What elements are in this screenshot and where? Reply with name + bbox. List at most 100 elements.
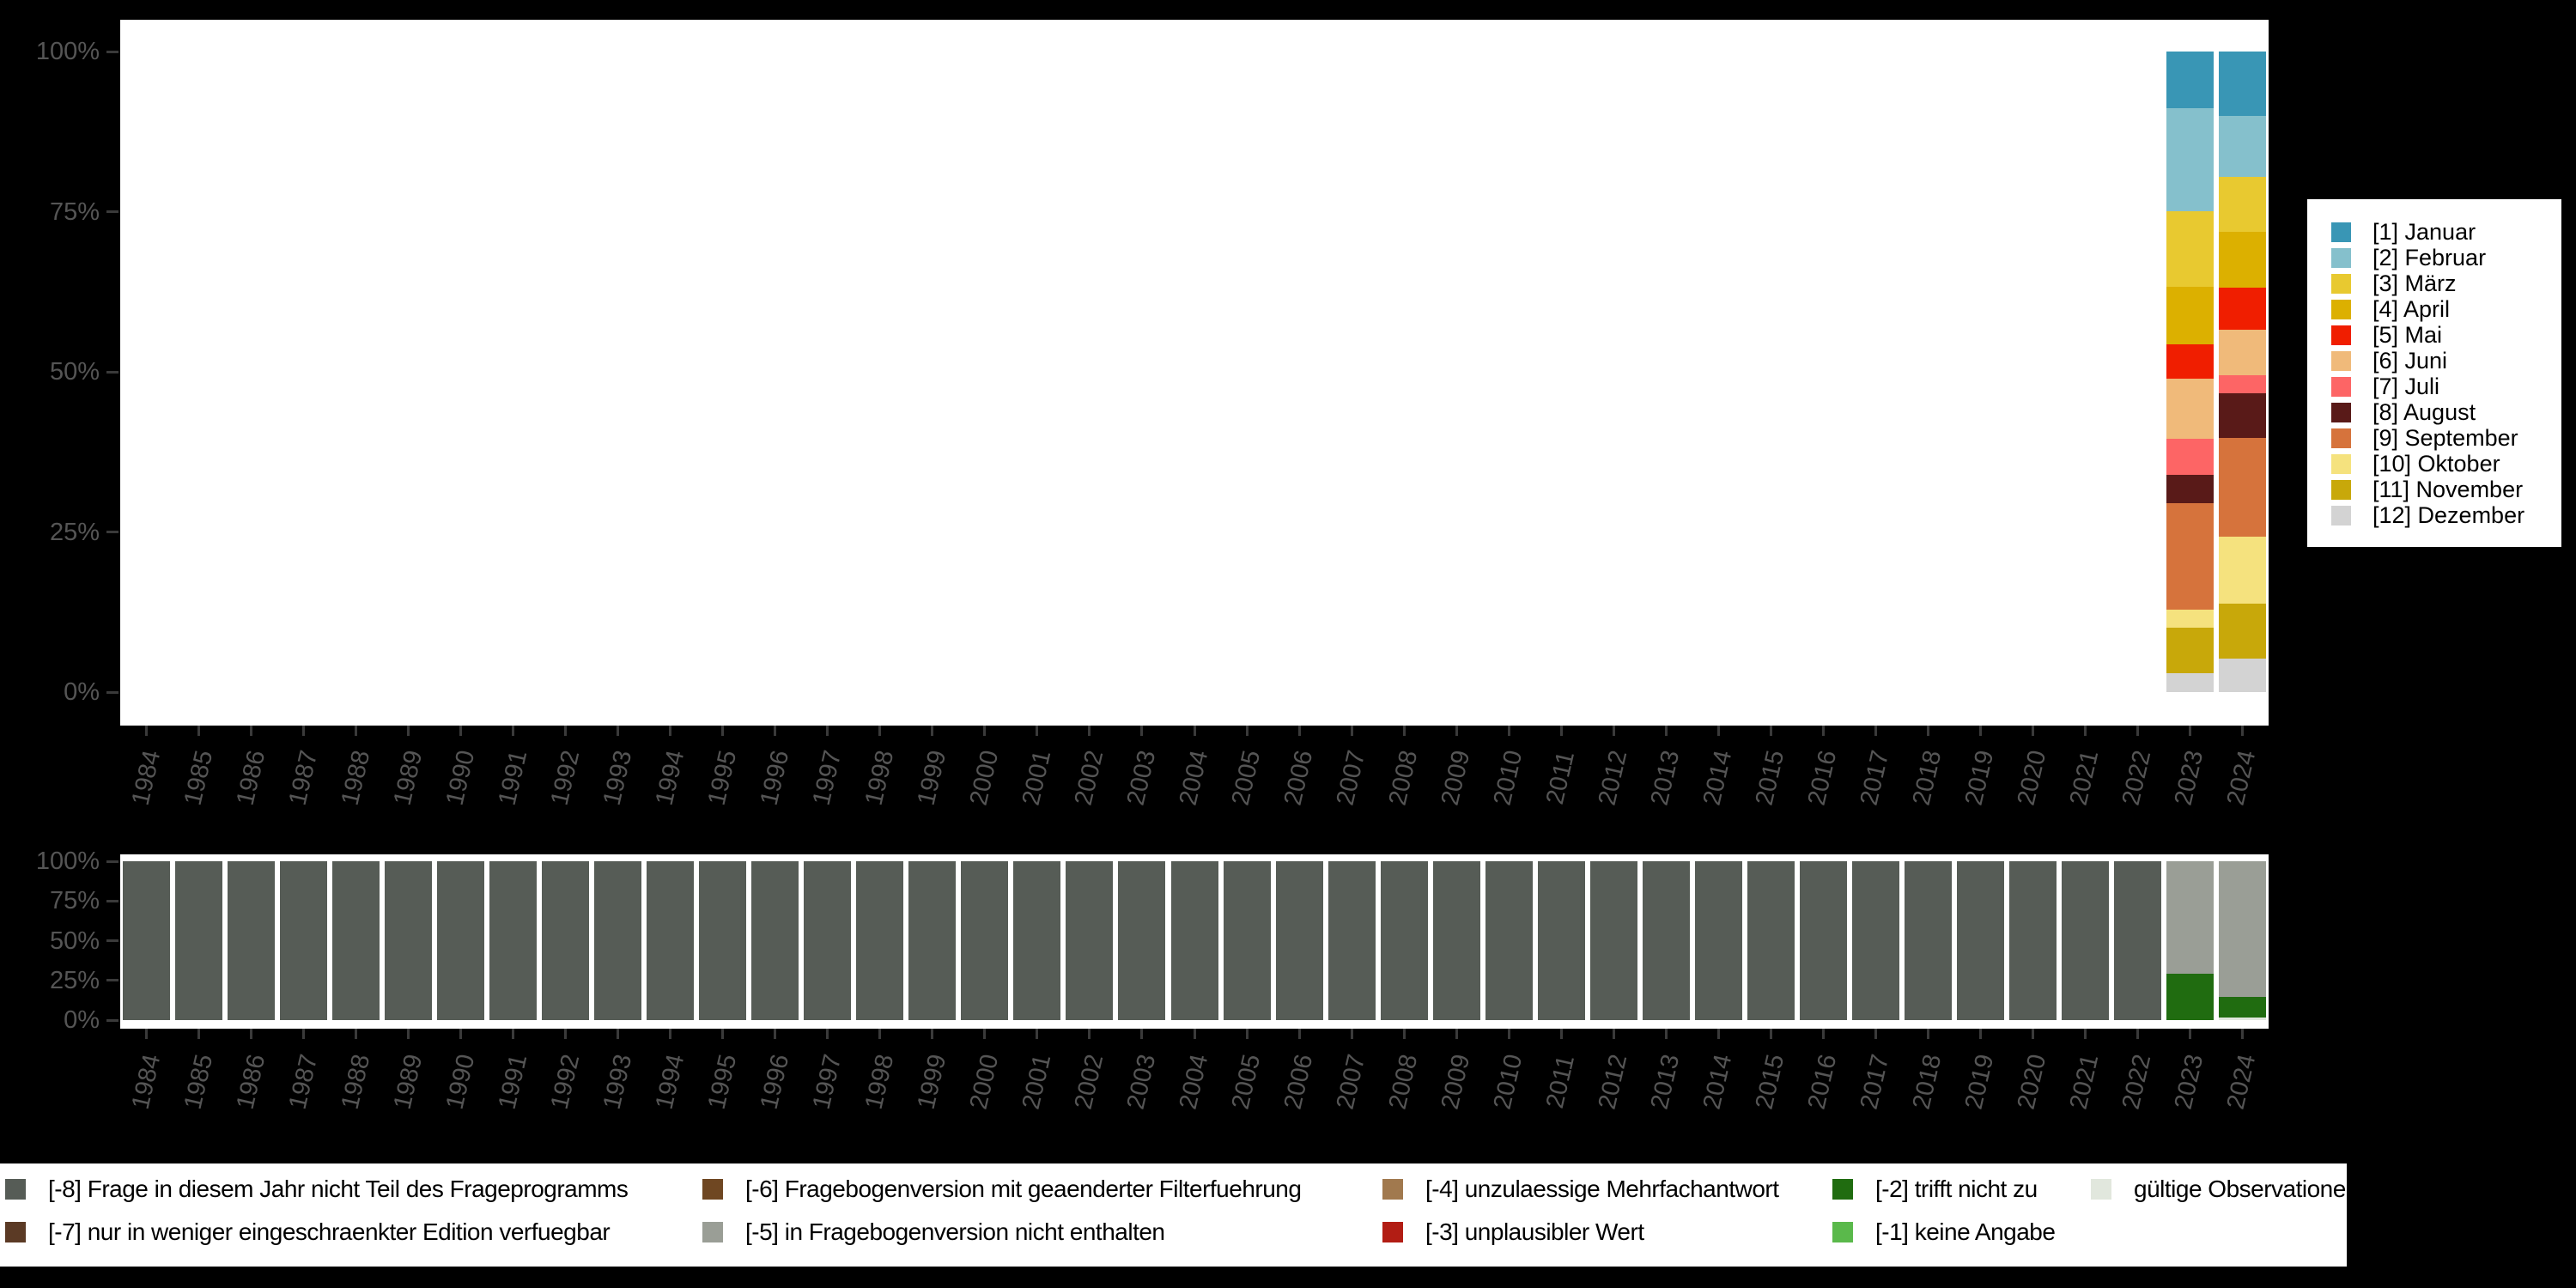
year-tick <box>197 726 201 736</box>
year-tick <box>1874 1029 1877 1039</box>
year-tick <box>2136 726 2139 736</box>
year-tick <box>1612 726 1615 736</box>
year-tick <box>1193 726 1196 736</box>
year-label: 1998 <box>860 1051 900 1112</box>
percent-label: 0% <box>64 678 100 706</box>
year-label: 2017 <box>1855 1051 1895 1112</box>
legend-swatch <box>2331 453 2351 474</box>
year-label: 2006 <box>1279 747 1319 808</box>
stacked-bar-2012 <box>1589 861 1637 1020</box>
bar-segment <box>2218 115 2266 178</box>
year-tick <box>1036 1029 1039 1039</box>
year-tick <box>2240 726 2244 736</box>
stacked-bar-2024 <box>2218 861 2266 1020</box>
year-tick <box>145 726 148 736</box>
stacked-bar-2017 <box>1851 861 1899 1020</box>
year-label: 2017 <box>1855 747 1895 808</box>
bar-segment <box>2218 232 2266 289</box>
legend-swatch <box>2331 479 2351 500</box>
bar-segment <box>542 861 590 1020</box>
year-label: 1994 <box>650 747 690 808</box>
percent-tick <box>106 370 118 374</box>
year-label: 1986 <box>231 1051 270 1112</box>
year-tick <box>2136 1029 2139 1039</box>
missing-legend-item: [-3] unplausibler Wert <box>1382 1218 1644 1245</box>
bar-segment <box>1380 861 1428 1020</box>
year-tick <box>1769 726 1772 736</box>
month-legend-item: [10] Oktober <box>2307 451 2561 477</box>
year-label: 2006 <box>1279 1051 1319 1112</box>
stacked-bar-1997 <box>804 861 852 1020</box>
year-tick <box>459 1029 463 1039</box>
year-tick <box>1507 1029 1510 1039</box>
year-tick <box>1507 726 1510 736</box>
bar-segment <box>961 861 1009 1020</box>
year-tick <box>250 1029 253 1039</box>
stacked-bar-2007 <box>1327 861 1376 1020</box>
legend-swatch <box>2091 1179 2111 1200</box>
legend-label: [-1] keine Angabe <box>1875 1218 2056 1245</box>
year-tick <box>2240 1029 2244 1039</box>
year-label: 2009 <box>1436 747 1476 808</box>
year-tick <box>1088 1029 1091 1039</box>
bar-segment <box>228 861 276 1020</box>
year-label: 2002 <box>1069 747 1109 808</box>
year-label: 2012 <box>1593 1051 1633 1112</box>
legend-swatch <box>2331 325 2351 345</box>
year-label: 2018 <box>1907 1051 1947 1112</box>
year-label: 1991 <box>493 1051 533 1112</box>
stacked-bar-1993 <box>594 861 642 1020</box>
stacked-bar-1998 <box>856 861 904 1020</box>
missing-legend-item: gültige Observationen <box>2091 1176 2359 1202</box>
year-tick <box>1716 1029 1720 1039</box>
stacked-bar-2005 <box>1223 861 1271 1020</box>
year-tick <box>1140 726 1144 736</box>
year-label: 2007 <box>1331 1051 1371 1112</box>
year-label: 2016 <box>1802 747 1843 808</box>
stacked-bar-1987 <box>280 861 328 1020</box>
bar-segment <box>908 861 957 1020</box>
percent-label: 100% <box>35 848 100 875</box>
legend-label: gültige Observationen <box>2134 1176 2359 1202</box>
year-label: 2018 <box>1907 747 1947 808</box>
month-legend-item: [6] Juni <box>2307 348 2561 374</box>
year-label: 1996 <box>755 747 795 808</box>
year-tick <box>1716 726 1720 736</box>
year-label: 2019 <box>1960 747 2000 808</box>
month-chart-panel <box>120 20 2269 726</box>
year-label: 2011 <box>1541 1052 1581 1111</box>
year-tick <box>2083 1029 2087 1039</box>
percent-tick <box>106 531 118 533</box>
year-tick <box>1926 1029 1929 1039</box>
stacked-bar-1984 <box>123 861 170 1020</box>
year-tick <box>1559 726 1563 736</box>
legend-label: [8] August <box>2372 398 2476 425</box>
stacked-bar-2015 <box>1747 861 1795 1020</box>
year-label: 2013 <box>1645 1051 1686 1112</box>
bar-segment <box>2166 627 2214 674</box>
year-label: 2008 <box>1383 1051 1424 1112</box>
year-label: 2022 <box>2117 1051 2157 1112</box>
year-tick <box>1926 726 1929 736</box>
year-label: 2009 <box>1436 1051 1476 1112</box>
stacked-bar-2021 <box>2061 861 2109 1020</box>
year-tick <box>669 1029 672 1039</box>
year-tick <box>2188 1029 2191 1039</box>
legend-swatch <box>1832 1179 1853 1200</box>
bar-segment <box>2166 52 2214 108</box>
legend-label: [2] Februar <box>2372 244 2487 270</box>
year-label: 2004 <box>1174 1051 1214 1112</box>
year-label: 1996 <box>755 1051 795 1112</box>
legend-label: [4] April <box>2372 295 2451 322</box>
legend-swatch <box>2331 428 2351 448</box>
missing-legend-item: [-4] unzulaessige Mehrfachantwort <box>1382 1176 1779 1202</box>
year-tick <box>2031 1029 2034 1039</box>
percent-label: 0% <box>64 1006 100 1034</box>
legend-label: [5] Mai <box>2372 321 2443 348</box>
year-tick <box>1455 1029 1458 1039</box>
year-label: 2000 <box>964 747 1005 808</box>
year-label: 2008 <box>1383 747 1424 808</box>
year-tick <box>1140 1029 1144 1039</box>
missing-legend-item: [-8] Frage in diesem Jahr nicht Teil des… <box>5 1176 629 1202</box>
bar-segment <box>2166 286 2214 344</box>
